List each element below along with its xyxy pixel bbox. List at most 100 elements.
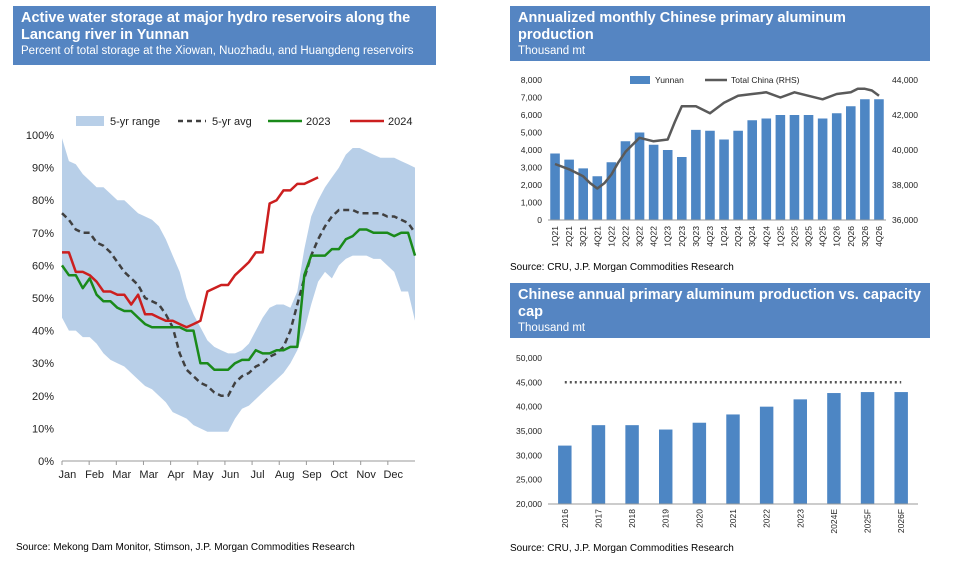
x-tick-label: 4Q25 bbox=[818, 226, 828, 247]
x-tick-label: 2021 bbox=[728, 509, 738, 528]
y-tick-label: 8,000 bbox=[521, 75, 543, 85]
yunnan-bar bbox=[775, 115, 786, 220]
yunnan-bar bbox=[831, 113, 842, 220]
x-tick-label: 2016 bbox=[560, 509, 570, 528]
y-tick-label: 3,000 bbox=[521, 163, 543, 173]
yunnan-bar bbox=[691, 129, 701, 220]
production-bar bbox=[793, 399, 807, 504]
y-tick-label: 0% bbox=[38, 456, 54, 468]
x-tick-label: 2025F bbox=[863, 509, 873, 533]
left-chart-subtitle: Percent of total storage at the Xiowan, … bbox=[21, 45, 414, 57]
x-tick-label: 4Q22 bbox=[649, 226, 659, 247]
y-tick-label: 80% bbox=[32, 195, 54, 207]
reservoir-storage-chart: 0% 10% 20% 30% 40% 50% 60% 70% 80% 90% 100% Jan Feb M… bbox=[26, 116, 417, 481]
x-tick-label: 2024E bbox=[829, 509, 839, 534]
y-tick-label: 30% bbox=[32, 358, 54, 370]
x-tick-label: May bbox=[193, 469, 214, 481]
legend-swatch-range bbox=[76, 116, 104, 126]
x-tick-label: 2Q22 bbox=[620, 226, 630, 247]
x-tick-label: 1Q24 bbox=[719, 226, 729, 247]
x-tick-label: 1Q25 bbox=[775, 226, 785, 247]
y-tick-label: 4,000 bbox=[521, 145, 543, 155]
y2-tick-label: 44,000 bbox=[892, 75, 918, 85]
yunnan-bar bbox=[677, 157, 687, 220]
x-tick-label: 3Q26 bbox=[860, 226, 870, 247]
y-tick-label: 60% bbox=[32, 260, 54, 272]
x-tick-label: Apr bbox=[167, 469, 184, 481]
y-tick-label: 25,000 bbox=[516, 475, 542, 485]
x-tick-label: 2026F bbox=[896, 509, 906, 533]
x-tick-label: 4Q24 bbox=[761, 226, 771, 247]
legend-label-avg: 5-yr avg bbox=[212, 116, 252, 128]
yunnan-bar bbox=[733, 130, 743, 220]
legend-label-yunnan: Yunnan bbox=[655, 75, 684, 85]
yunnan-bar bbox=[761, 118, 772, 220]
production-bar bbox=[827, 393, 841, 504]
x-tick-label: 4Q23 bbox=[705, 226, 715, 247]
x-tick-label: 2Q26 bbox=[846, 226, 856, 247]
yunnan-bar bbox=[789, 115, 800, 220]
production-bar bbox=[558, 445, 572, 504]
yunnan-bar bbox=[634, 132, 645, 220]
y-tick-label: 10% bbox=[32, 423, 54, 435]
legend-label-2024: 2024 bbox=[388, 116, 412, 128]
left-chart-header: Active water storage at major hydro rese… bbox=[13, 6, 436, 65]
x-tick-label: Nov bbox=[356, 469, 376, 481]
x-tick-label: 3Q21 bbox=[578, 226, 588, 247]
x-tick-label: 3Q25 bbox=[804, 226, 814, 247]
topright-chart-source: Source: CRU, J.P. Morgan Commodities Res… bbox=[510, 262, 734, 273]
yunnan-bar bbox=[564, 159, 574, 220]
x-tick-label: Jan bbox=[59, 469, 77, 481]
x-tick-label: 2Q24 bbox=[733, 226, 743, 247]
legend-label-range: 5-yr range bbox=[110, 116, 160, 128]
left-chart-title: Active water storage at major hydro rese… bbox=[21, 10, 411, 43]
bottomright-chart-title: Chinese annual primary aluminum producti… bbox=[518, 287, 921, 320]
x-tick-label: Jul bbox=[250, 469, 264, 481]
x-tick-label: 2019 bbox=[661, 509, 671, 528]
y-tick-label: 20% bbox=[32, 391, 54, 403]
x-tick-label: Oct bbox=[330, 469, 347, 481]
x-tick-label: 2018 bbox=[627, 509, 637, 528]
left-chart-source: Source: Mekong Dam Monitor, Stimson, J.P… bbox=[16, 542, 355, 553]
annual-production-chart: 20,000 25,000 30,000 35,000 40,000 45,000 50,0… bbox=[516, 353, 918, 534]
bottomright-chart-subtitle: Thousand mt bbox=[518, 322, 586, 334]
y2-tick-label: 38,000 bbox=[892, 180, 918, 190]
y-tick-label: 6,000 bbox=[521, 110, 543, 120]
yunnan-bar bbox=[803, 115, 814, 220]
five-yr-range-band bbox=[62, 138, 415, 432]
yunnan-bar bbox=[606, 162, 617, 220]
x-tick-label: 2017 bbox=[593, 509, 603, 528]
production-bar bbox=[726, 414, 740, 504]
x-tick-label: 1Q22 bbox=[606, 226, 616, 247]
x-tick-label: 2Q21 bbox=[564, 226, 574, 247]
topright-chart-subtitle: Thousand mt bbox=[518, 45, 586, 57]
x-tick-label: 3Q22 bbox=[635, 226, 645, 247]
series-2023-line bbox=[60, 228, 417, 371]
x-tick-label: Jun bbox=[221, 469, 239, 481]
x-tick-label: 2022 bbox=[762, 509, 772, 528]
production-bar bbox=[625, 425, 639, 504]
x-tick-label: 2Q23 bbox=[677, 226, 687, 247]
y-tick-label: 35,000 bbox=[516, 426, 542, 436]
production-bar bbox=[860, 392, 875, 504]
y-tick-label: 45,000 bbox=[516, 377, 542, 387]
yunnan-bar bbox=[620, 141, 631, 220]
x-tick-label: 4Q26 bbox=[874, 226, 884, 247]
production-bar bbox=[692, 422, 707, 504]
yunnan-bar bbox=[550, 153, 560, 220]
y2-tick-label: 42,000 bbox=[892, 110, 918, 120]
y-tick-label: 2,000 bbox=[521, 180, 543, 190]
x-tick-label: 1Q23 bbox=[663, 226, 673, 247]
yunnan-bar bbox=[747, 120, 757, 220]
y-tick-label: 7,000 bbox=[521, 93, 543, 103]
production-bar bbox=[759, 406, 774, 504]
x-tick-label: 4Q21 bbox=[592, 226, 602, 247]
x-tick-label: 1Q26 bbox=[832, 226, 842, 247]
yunnan-bar bbox=[874, 99, 884, 220]
x-tick-label: 3Q24 bbox=[747, 226, 757, 247]
y-tick-label: 40% bbox=[32, 326, 54, 338]
y-tick-label: 50,000 bbox=[516, 353, 542, 363]
y2-tick-label: 40,000 bbox=[892, 145, 918, 155]
x-tick-label: Dec bbox=[383, 469, 403, 481]
yunnan-bar bbox=[705, 130, 715, 220]
